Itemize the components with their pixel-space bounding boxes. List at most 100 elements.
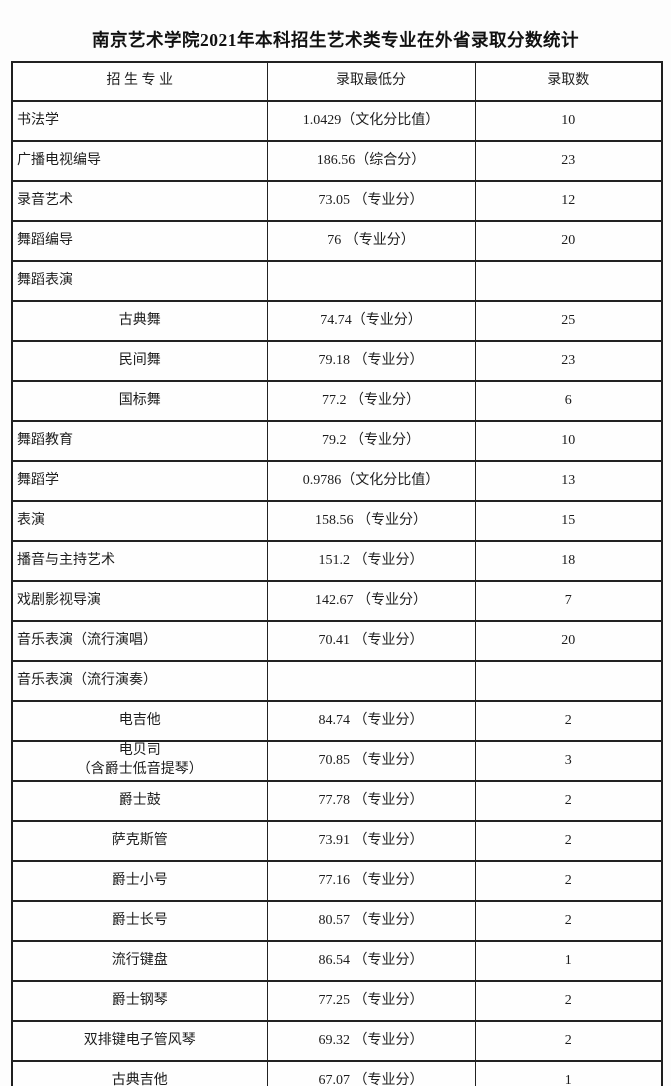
table-row: 戏剧影视导演 142.67 （专业分） 7 — [11, 580, 663, 622]
score-cell: 79.18 （专业分） — [266, 340, 476, 382]
count-cell: 20 — [474, 620, 663, 662]
score-cell: 1.0429（文化分比值） — [266, 100, 476, 142]
count-cell: 10 — [474, 100, 663, 142]
major-cell: 播音与主持艺术 — [11, 540, 268, 582]
table-row: 国标舞 77.2 （专业分） 6 — [11, 380, 663, 422]
major-cell: 爵士鼓 — [11, 780, 268, 822]
count-cell — [474, 260, 663, 302]
score-cell: 77.16 （专业分） — [266, 860, 476, 902]
count-cell: 2 — [474, 1020, 663, 1062]
score-cell: 70.41 （专业分） — [266, 620, 476, 662]
major-cell: 书法学 — [11, 100, 268, 142]
major-cell: 表演 — [11, 500, 268, 542]
table-row: 古典舞 74.74（专业分） 25 — [11, 300, 663, 342]
major-cell: 音乐表演（流行演奏） — [11, 660, 268, 702]
score-cell: 70.85 （专业分） — [266, 740, 476, 782]
count-cell: 23 — [474, 340, 663, 382]
major-cell: 舞蹈表演 — [11, 260, 268, 302]
table-row: 广播电视编导 186.56（综合分） 23 — [11, 140, 663, 182]
table-row: 古典吉他 67.07 （专业分） 1 — [11, 1060, 663, 1086]
major-cell: 广播电视编导 — [11, 140, 268, 182]
major-cell: 音乐表演（流行演唱） — [11, 620, 268, 662]
count-cell: 7 — [474, 580, 663, 622]
table-row: 音乐表演（流行演唱） 70.41 （专业分） 20 — [11, 620, 663, 662]
score-cell: 142.67 （专业分） — [266, 580, 476, 622]
count-cell: 15 — [474, 500, 663, 542]
score-cell — [266, 660, 476, 702]
table-row: 电贝司 （含爵士低音提琴） 70.85 （专业分） 3 — [11, 740, 663, 782]
major-cell: 古典舞 — [11, 300, 268, 342]
major-cell: 舞蹈学 — [11, 460, 268, 502]
score-cell: 84.74 （专业分） — [266, 700, 476, 742]
major-cell: 国标舞 — [11, 380, 268, 422]
table-row: 舞蹈学 0.9786（文化分比值） 13 — [11, 460, 663, 502]
count-cell: 18 — [474, 540, 663, 582]
major-cell: 民间舞 — [11, 340, 268, 382]
score-cell: 151.2 （专业分） — [266, 540, 476, 582]
table-row: 流行键盘 86.54 （专业分） 1 — [11, 940, 663, 982]
count-cell: 2 — [474, 780, 663, 822]
score-cell — [266, 260, 476, 302]
score-cell: 86.54 （专业分） — [266, 940, 476, 982]
major-cell: 舞蹈编导 — [11, 220, 268, 262]
score-cell: 69.32 （专业分） — [266, 1020, 476, 1062]
table-row: 萨克斯管 73.91 （专业分） 2 — [11, 820, 663, 862]
count-cell: 1 — [474, 940, 663, 982]
major-cell: 戏剧影视导演 — [11, 580, 268, 622]
admission-score-table: 招 生 专 业 录取最低分 录取数 书法学 1.0429（文化分比值） 10 广播电视… — [11, 61, 663, 1086]
count-cell: 1 — [474, 1060, 663, 1086]
table-row: 表演 158.56 （专业分） 15 — [11, 500, 663, 542]
score-cell: 158.56 （专业分） — [266, 500, 476, 542]
count-cell: 2 — [474, 700, 663, 742]
score-cell: 186.56（综合分） — [266, 140, 476, 182]
count-cell: 10 — [474, 420, 663, 462]
major-cell: 爵士长号 — [11, 900, 268, 942]
major-cell: 双排键电子管风琴 — [11, 1020, 268, 1062]
major-cell: 爵士钢琴 — [11, 980, 268, 1022]
major-cell: 舞蹈教育 — [11, 420, 268, 462]
table-row: 播音与主持艺术 151.2 （专业分） 18 — [11, 540, 663, 582]
table-row: 舞蹈编导 76 （专业分） 20 — [11, 220, 663, 262]
count-cell: 20 — [474, 220, 663, 262]
major-cell: 电贝司 （含爵士低音提琴） — [11, 740, 268, 782]
table-row: 书法学 1.0429（文化分比值） 10 — [11, 100, 663, 142]
page-title: 南京艺术学院2021年本科招生艺术类专业在外省录取分数统计 — [92, 30, 579, 50]
major-cell: 爵士小号 — [11, 860, 268, 902]
count-cell: 12 — [474, 180, 663, 222]
count-cell: 6 — [474, 380, 663, 422]
count-cell: 25 — [474, 300, 663, 342]
count-cell: 13 — [474, 460, 663, 502]
table-row: 音乐表演（流行演奏） — [11, 660, 663, 702]
major-cell: 电吉他 — [11, 700, 268, 742]
major-cell: 流行键盘 — [11, 940, 268, 982]
score-cell: 74.74（专业分） — [266, 300, 476, 342]
col-header-count: 录取数 — [474, 61, 663, 102]
count-cell: 2 — [474, 900, 663, 942]
count-cell: 2 — [474, 980, 663, 1022]
score-cell: 77.25 （专业分） — [266, 980, 476, 1022]
table-row: 爵士鼓 77.78 （专业分） 2 — [11, 780, 663, 822]
table-row: 电吉他 84.74 （专业分） 2 — [11, 700, 663, 742]
score-cell: 79.2 （专业分） — [266, 420, 476, 462]
col-header-min-score: 录取最低分 — [266, 61, 476, 102]
table-row: 爵士钢琴 77.25 （专业分） 2 — [11, 980, 663, 1022]
table-row: 双排键电子管风琴 69.32 （专业分） 2 — [11, 1020, 663, 1062]
table-row: 舞蹈表演 — [11, 260, 663, 302]
score-cell: 0.9786（文化分比值） — [266, 460, 476, 502]
table-row: 爵士长号 80.57 （专业分） 2 — [11, 900, 663, 942]
major-cell: 录音艺术 — [11, 180, 268, 222]
count-cell — [474, 660, 663, 702]
score-cell: 73.05 （专业分） — [266, 180, 476, 222]
score-cell: 67.07 （专业分） — [266, 1060, 476, 1086]
score-cell: 80.57 （专业分） — [266, 900, 476, 942]
count-cell: 23 — [474, 140, 663, 182]
count-cell: 3 — [474, 740, 663, 782]
col-header-major: 招 生 专 业 — [11, 61, 268, 102]
score-cell: 76 （专业分） — [266, 220, 476, 262]
score-cell: 77.78 （专业分） — [266, 780, 476, 822]
table-row: 爵士小号 77.16 （专业分） 2 — [11, 860, 663, 902]
major-cell: 古典吉他 — [11, 1060, 268, 1086]
major-cell: 萨克斯管 — [11, 820, 268, 862]
table-row: 录音艺术 73.05 （专业分） 12 — [11, 180, 663, 222]
